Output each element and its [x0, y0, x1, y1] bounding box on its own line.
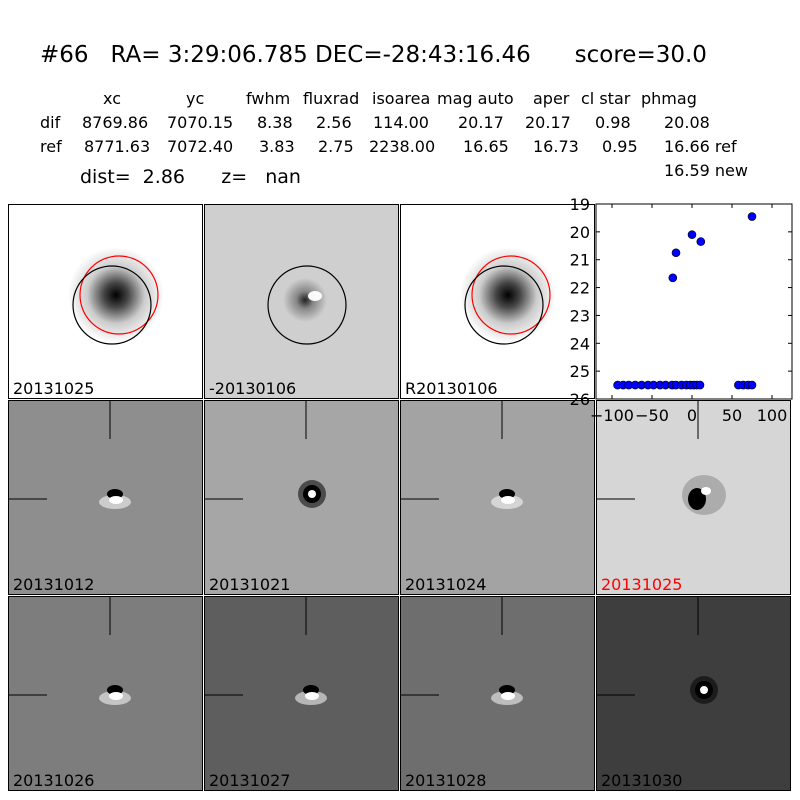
- cell-ref-isoarea: 2238.00: [369, 137, 436, 156]
- data-point: [696, 237, 706, 246]
- data-point: [747, 380, 757, 390]
- image-panel-5: 20131021: [204, 400, 399, 595]
- panel-date-label: 20131027: [209, 771, 291, 790]
- image-panel-2: -20130106: [204, 204, 399, 399]
- data-point: [671, 248, 681, 258]
- aperture-circle-black: [267, 265, 347, 345]
- cell-dif-phmag: 20.08: [664, 113, 710, 132]
- phmag-new: 16.59 new: [664, 161, 748, 180]
- image-panel-3: R20130106: [400, 204, 595, 399]
- y-tick-label: 21: [570, 251, 590, 270]
- x-tick-label: 0: [687, 406, 697, 425]
- panel-date-label: 20131012: [13, 575, 95, 594]
- y-tick-label: 23: [570, 306, 590, 325]
- page-title: #66 RA= 3:29:06.785 DEC=-28:43:16.46 sco…: [40, 42, 707, 68]
- row-label-dif: dif: [40, 113, 61, 132]
- y-tick-label: 19: [570, 195, 590, 214]
- panel-date-label: 20131028: [405, 771, 487, 790]
- panel-date-label: R20130106: [405, 379, 498, 398]
- image-panel-8: 20131026: [8, 596, 203, 791]
- column-header-phmag: phmag: [641, 89, 697, 108]
- magnitude-scatter-chart: 19 20 21 22 23 24 25 26−100 −50 0 50 100: [570, 195, 793, 425]
- panel-date-label: 20131021: [209, 575, 291, 594]
- panel-date-label: 20131025: [601, 575, 683, 594]
- data-point: [695, 380, 705, 390]
- x-tick-label: 50: [722, 406, 742, 425]
- y-tick-label: 20: [570, 223, 590, 242]
- data-point: [747, 212, 757, 221]
- image-panel-6: 20131024: [400, 400, 595, 595]
- column-header-mag-auto: mag auto: [437, 89, 514, 108]
- cell-dif-xc: 8769.86: [82, 113, 149, 132]
- x-tick-label: 100: [757, 406, 788, 425]
- cell-ref-aper: 16.73: [533, 137, 579, 156]
- x-tick-label: −50: [635, 406, 669, 425]
- image-panel-11: 20131030: [596, 596, 791, 791]
- aperture-circle-red: [79, 255, 159, 335]
- image-panel-4: 20131012: [8, 400, 203, 595]
- column-header-fwhm: fwhm: [246, 89, 291, 108]
- image-panel-1: 20131025: [8, 204, 203, 399]
- image-panel-7: 20131025: [596, 400, 791, 595]
- cell-ref-mag-auto: 16.65: [463, 137, 509, 156]
- cell-ref-fluxrad: 2.75: [318, 137, 354, 156]
- y-tick-label: 24: [570, 334, 590, 353]
- cell-ref-xc: 8771.63: [84, 137, 151, 156]
- cell-ref-cl-star: 0.95: [602, 137, 638, 156]
- cell-dif-aper: 20.17: [525, 113, 571, 132]
- data-point: [687, 230, 697, 239]
- cell-dif-cl-star: 0.98: [595, 113, 631, 132]
- cell-dif-fwhm: 8.38: [257, 113, 293, 132]
- cell-dif-fluxrad: 2.56: [316, 113, 352, 132]
- panel-date-label: -20130106: [209, 379, 297, 398]
- image-panel-10: 20131028: [400, 596, 595, 791]
- y-tick-label: 26: [570, 390, 590, 409]
- y-tick-label: 22: [570, 279, 590, 298]
- column-header-isoarea: isoarea: [372, 89, 431, 108]
- panel-date-label: 20131024: [405, 575, 487, 594]
- cell-dif-mag-auto: 20.17: [458, 113, 504, 132]
- y-tick-label: 25: [570, 362, 590, 381]
- image-panel-9: 20131027: [204, 596, 399, 791]
- column-header-cl-star: cl star: [581, 89, 631, 108]
- data-point: [668, 273, 678, 283]
- panel-date-label: 20131030: [601, 771, 683, 790]
- panel-date-label: 20131025: [13, 379, 95, 398]
- aperture-circle-black: [72, 265, 152, 345]
- column-header-aper: aper: [533, 89, 570, 108]
- cell-dif-isoarea: 114.00: [373, 113, 429, 132]
- cell-dif-yc: 7070.15: [167, 113, 234, 132]
- column-header-fluxrad: fluxrad: [303, 89, 360, 108]
- cell-ref-phmag: 16.66 ref: [664, 137, 737, 156]
- column-header-xc: xc: [103, 89, 121, 108]
- cell-ref-fwhm: 3.83: [259, 137, 295, 156]
- aperture-circle-black: [464, 265, 544, 345]
- panel-date-label: 20131026: [13, 771, 95, 790]
- column-header-yc: yc: [186, 89, 205, 108]
- cell-ref-yc: 7072.40: [167, 137, 234, 156]
- row-label-ref: ref: [40, 137, 62, 156]
- aperture-circle-red: [471, 255, 551, 335]
- dist-readout: dist= 2.86 z= nan: [80, 166, 301, 188]
- x-tick-label: −100: [590, 406, 634, 425]
